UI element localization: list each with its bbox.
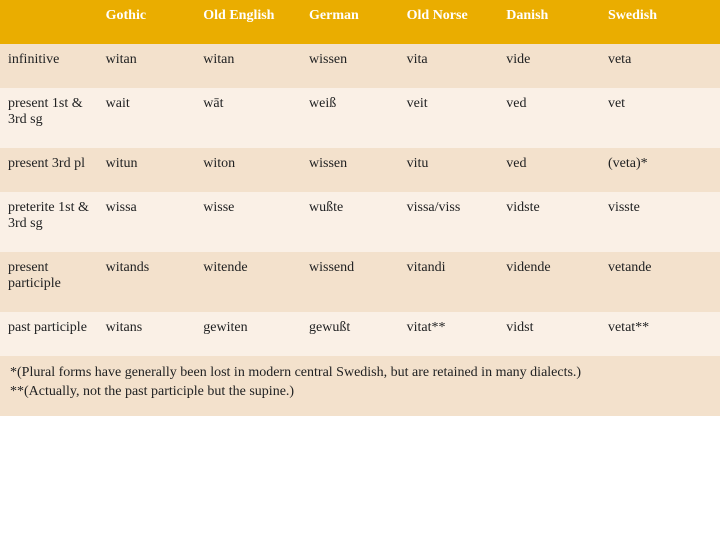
table-cell: witan xyxy=(98,44,196,88)
table-cell: wissend xyxy=(301,252,399,312)
comparison-table: Gothic Old English German Old Norse Dani… xyxy=(0,0,720,416)
table-cell: (veta)* xyxy=(600,148,720,192)
table-cell: witende xyxy=(195,252,301,312)
table-cell: vide xyxy=(498,44,600,88)
table-cell: wissen xyxy=(301,44,399,88)
table-container: Gothic Old English German Old Norse Dani… xyxy=(0,0,720,416)
table-cell: wissen xyxy=(301,148,399,192)
table-cell: vita xyxy=(399,44,499,88)
table-footnote-row: *(Plural forms have generally been lost … xyxy=(0,356,720,416)
table-cell: veit xyxy=(399,88,499,148)
table-cell: weiß xyxy=(301,88,399,148)
table-cell: vitat** xyxy=(399,312,499,356)
table-cell: ved xyxy=(498,88,600,148)
footnote-text: **(Actually, not the past participle but… xyxy=(10,384,294,399)
table-row: present 1st & 3rd sg wait wāt weiß veit … xyxy=(0,88,720,148)
row-label: preterite 1st & 3rd sg xyxy=(0,192,98,252)
table-cell: witun xyxy=(98,148,196,192)
table-cell: witan xyxy=(195,44,301,88)
table-cell: visste xyxy=(600,192,720,252)
table-row: infinitive witan witan wissen vita vide … xyxy=(0,44,720,88)
table-header-row: Gothic Old English German Old Norse Dani… xyxy=(0,0,720,44)
row-label: present participle xyxy=(0,252,98,312)
table-cell: vet xyxy=(600,88,720,148)
table-cell: vetande xyxy=(600,252,720,312)
column-header: Gothic xyxy=(98,0,196,44)
table-cell: witans xyxy=(98,312,196,356)
table-cell: wisse xyxy=(195,192,301,252)
table-cell: wußte xyxy=(301,192,399,252)
column-header: Danish xyxy=(498,0,600,44)
table-cell: vitandi xyxy=(399,252,499,312)
row-label: present 3rd pl xyxy=(0,148,98,192)
table-cell: veta xyxy=(600,44,720,88)
table-cell: vidste xyxy=(498,192,600,252)
column-header: Old Norse xyxy=(399,0,499,44)
table-cell: wāt xyxy=(195,88,301,148)
table-cell: ved xyxy=(498,148,600,192)
table-cell: gewußt xyxy=(301,312,399,356)
table-cell: vissa/viss xyxy=(399,192,499,252)
footnote-cell: *(Plural forms have generally been lost … xyxy=(0,356,720,416)
column-header: German xyxy=(301,0,399,44)
row-label: present 1st & 3rd sg xyxy=(0,88,98,148)
table-cell: vitu xyxy=(399,148,499,192)
table-cell: witands xyxy=(98,252,196,312)
column-header: Old English xyxy=(195,0,301,44)
table-cell: wait xyxy=(98,88,196,148)
footnote-text: *(Plural forms have generally been lost … xyxy=(10,365,581,380)
table-cell: witon xyxy=(195,148,301,192)
table-cell: wissa xyxy=(98,192,196,252)
table-row: present participle witands witende wisse… xyxy=(0,252,720,312)
column-header xyxy=(0,0,98,44)
row-label: past participle xyxy=(0,312,98,356)
column-header: Swedish xyxy=(600,0,720,44)
table-row: present 3rd pl witun witon wissen vitu v… xyxy=(0,148,720,192)
table-row: preterite 1st & 3rd sg wissa wisse wußte… xyxy=(0,192,720,252)
table-cell: gewiten xyxy=(195,312,301,356)
table-cell: vetat** xyxy=(600,312,720,356)
table-cell: vidst xyxy=(498,312,600,356)
table-cell: vidende xyxy=(498,252,600,312)
table-row: past participle witans gewiten gewußt vi… xyxy=(0,312,720,356)
row-label: infinitive xyxy=(0,44,98,88)
